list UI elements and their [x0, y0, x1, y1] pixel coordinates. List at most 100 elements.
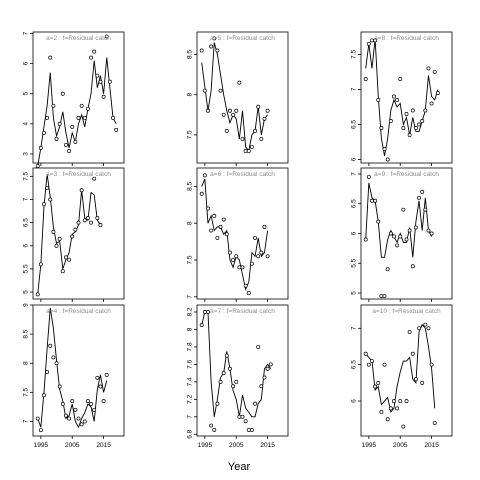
- observed-point: [67, 416, 72, 421]
- observed-point: [256, 104, 261, 109]
- x-tick-label: 1995: [198, 442, 213, 449]
- y-tick-label: 7.8: [187, 342, 194, 351]
- panel-frame: [196, 31, 289, 164]
- observed-point: [249, 427, 254, 432]
- observed-point: [253, 128, 257, 133]
- observed-point: [82, 115, 87, 120]
- y-tick-label: 5.5: [351, 258, 358, 267]
- observed-point: [246, 148, 251, 153]
- observed-point: [209, 228, 214, 233]
- observed-point: [98, 222, 103, 227]
- panel-frame: [32, 304, 125, 437]
- observed-point: [51, 103, 56, 108]
- observed-point: [420, 119, 425, 123]
- y-tick-label: 8: [187, 221, 194, 225]
- observed-point: [67, 257, 72, 262]
- observed-point: [42, 202, 46, 207]
- y-tick-label: 6.5: [351, 120, 358, 129]
- observed-point: [57, 121, 62, 126]
- observed-point: [231, 258, 236, 262]
- observed-point: [417, 122, 421, 127]
- panel-label: a=2 : f=Residual catch: [46, 35, 111, 42]
- observed-point: [259, 250, 264, 255]
- observed-point: [215, 48, 220, 53]
- y-tick-label: 8: [187, 92, 194, 96]
- observed-point: [98, 384, 103, 389]
- observed-point: [218, 224, 223, 229]
- y-tick-label: 7.5: [351, 50, 358, 59]
- observed-point: [67, 148, 72, 153]
- observed-point: [45, 370, 50, 374]
- y-tick-label: 7: [23, 197, 30, 201]
- observed-point: [85, 399, 90, 404]
- panel-1: 3 4 5 6 7 a=2 : f=Residual catch: [23, 31, 125, 168]
- panel-7: 7 7.5 8 8.5 9 1995 2005 2015 a=4 : f=Residual ca…: [23, 303, 125, 449]
- panel-8: 6.8 7 7.2 7.4 7.6 7.8 8 8.2 1995 2005 2015 a=7 : f=…: [187, 304, 289, 449]
- observed-point: [404, 237, 409, 242]
- observed-point: [370, 38, 374, 43]
- observed-point: [265, 108, 270, 113]
- observed-point: [398, 399, 403, 404]
- observed-point: [89, 220, 94, 225]
- panel-label: a=6 : f=Residual catch: [210, 171, 275, 178]
- observed-point: [417, 195, 421, 200]
- observed-point: [63, 142, 68, 147]
- observed-point: [95, 216, 100, 220]
- observed-point: [60, 402, 65, 406]
- x-tick-label: 2005: [229, 442, 244, 449]
- observed-point: [70, 124, 75, 129]
- observed-point: [259, 136, 264, 141]
- observed-point: [63, 413, 68, 418]
- observed-point: [243, 283, 248, 288]
- observed-point: [388, 406, 393, 411]
- panel-frame: [360, 167, 453, 300]
- observed-point: [51, 355, 56, 360]
- observed-point: [202, 173, 207, 178]
- observed-point: [89, 402, 94, 406]
- observed-point: [249, 261, 254, 266]
- observed-point: [382, 147, 387, 151]
- observed-point: [57, 236, 62, 241]
- observed-point: [376, 380, 381, 385]
- x-tick-label: 1995: [34, 442, 49, 449]
- observed-point: [234, 254, 239, 259]
- observed-point: [240, 136, 245, 141]
- observed-point: [206, 206, 210, 211]
- fitted-line: [201, 42, 268, 152]
- observed-point: [376, 219, 381, 224]
- observed-point: [429, 231, 434, 236]
- observed-point: [410, 264, 415, 269]
- x-tick-label: 1995: [362, 442, 377, 449]
- observed-point: [395, 406, 400, 411]
- observed-point: [366, 41, 371, 46]
- observed-point: [224, 353, 229, 358]
- observed-point: [268, 362, 273, 367]
- observed-point: [413, 225, 418, 230]
- observed-point: [429, 101, 434, 106]
- observed-point: [379, 294, 384, 298]
- observed-point: [70, 399, 75, 404]
- observed-point: [388, 231, 393, 236]
- observed-point: [42, 130, 46, 135]
- observed-point: [89, 55, 94, 60]
- fitted-line: [365, 323, 436, 413]
- panel-frame: [196, 167, 289, 300]
- observed-point: [92, 407, 97, 412]
- y-tick-label: 8: [187, 327, 194, 331]
- observed-point: [259, 384, 264, 389]
- observed-point: [95, 73, 100, 78]
- y-tick-label: 5.5: [23, 264, 30, 273]
- observed-point: [246, 291, 251, 296]
- observed-point: [373, 384, 378, 389]
- observed-point: [224, 232, 229, 237]
- observed-point: [42, 393, 46, 398]
- y-tick-label: 7: [351, 326, 358, 330]
- observed-point: [234, 108, 239, 113]
- fitted-line: [365, 182, 432, 258]
- observed-point: [76, 416, 81, 421]
- observed-point: [92, 176, 97, 181]
- observed-point: [227, 108, 232, 113]
- observed-point: [379, 410, 384, 414]
- panel-3: 6 6.5 7 7.5 a=8 : f=Residual catch: [351, 31, 453, 166]
